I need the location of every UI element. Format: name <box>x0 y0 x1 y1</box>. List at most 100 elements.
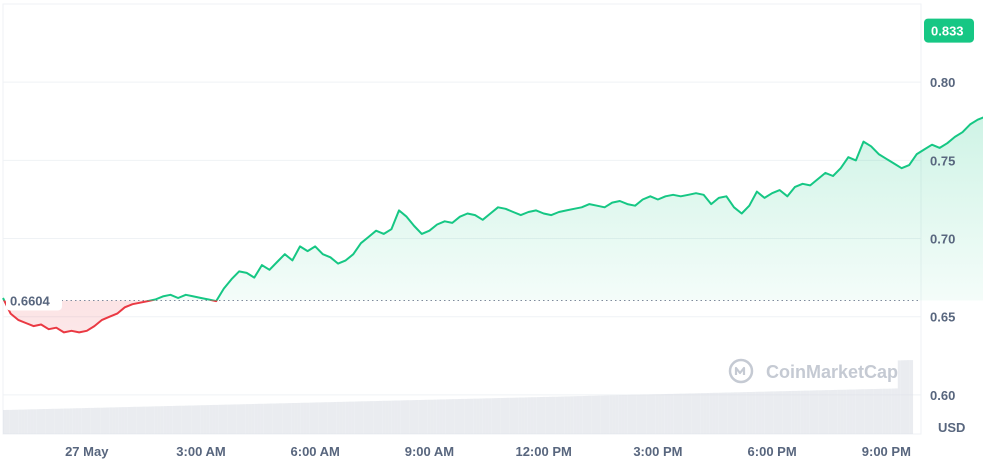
volume-bar <box>579 396 583 434</box>
volume-bar <box>585 395 589 434</box>
volume-bar <box>900 360 904 434</box>
volume-bar <box>640 394 644 434</box>
volume-bar <box>360 401 364 434</box>
volume-bar <box>57 408 61 434</box>
volume-bar <box>788 391 792 434</box>
volume-bar <box>637 394 641 434</box>
volume-bar <box>464 398 468 434</box>
watermark: CoinMarketCap <box>728 358 898 384</box>
volume-bar <box>370 401 374 434</box>
volume-bar <box>588 395 592 434</box>
volume-bar <box>109 407 113 434</box>
volume-bar <box>897 360 901 434</box>
volume-bar <box>485 398 489 434</box>
volume-bar <box>351 401 355 434</box>
open-price-value: 0.6604 <box>10 293 51 308</box>
volume-bar <box>269 403 273 434</box>
volume-bar <box>828 390 832 434</box>
volume-bar <box>885 388 889 434</box>
volume-bar <box>679 393 683 434</box>
y-axis: 0.60 0.65 0.70 0.75 0.80 <box>930 75 955 403</box>
volume-bar <box>582 396 586 434</box>
volume-bar <box>473 398 477 434</box>
volume-bar <box>621 395 625 434</box>
open-price-label: 0.6604 <box>6 291 62 311</box>
volume-bar <box>12 409 16 434</box>
volume-bar <box>812 390 816 434</box>
volume-bar <box>276 403 280 434</box>
volume-bar <box>491 398 495 434</box>
volume-bar <box>455 399 459 434</box>
volume-bar <box>882 388 886 434</box>
volume-bar <box>442 399 446 434</box>
volume-bar <box>843 389 847 434</box>
volume-bar <box>291 403 295 434</box>
volume-bar <box>667 393 671 434</box>
volume-bar <box>182 405 186 434</box>
volume-bar <box>139 406 143 434</box>
volume-bar <box>63 408 67 434</box>
volume-bar <box>163 406 167 434</box>
volume-bar <box>779 391 783 434</box>
volume-bar <box>903 360 907 434</box>
volume-bar <box>54 408 58 434</box>
volume-bar <box>342 401 346 434</box>
volume-bar <box>324 402 328 434</box>
volume-bar <box>646 394 650 434</box>
currency-unit: USD <box>938 420 965 435</box>
volume-bar <box>300 402 304 434</box>
volume-bar <box>166 406 170 434</box>
volume-bar <box>94 407 98 434</box>
volume-bar <box>764 391 768 434</box>
volume-bar <box>3 410 7 434</box>
volume-bar <box>794 390 798 434</box>
current-price-badge: 0.833 <box>924 18 974 43</box>
volume-bar <box>658 394 662 434</box>
volume-bar <box>345 401 349 434</box>
volume-bar <box>746 392 750 434</box>
volume-bar <box>819 390 823 434</box>
volume-bar <box>612 395 616 434</box>
volume-bar <box>266 403 270 434</box>
volume-bar <box>81 408 85 434</box>
volume-bar <box>106 407 110 434</box>
volume-bar <box>448 399 452 434</box>
volume-bar <box>837 389 841 434</box>
x-tick-label: 6:00 PM <box>748 444 797 459</box>
volume-bar <box>430 399 434 434</box>
volume-bar <box>145 406 149 434</box>
volume-bar <box>570 396 574 434</box>
volume-bar <box>497 398 501 434</box>
volume-bar <box>758 391 762 434</box>
volume-bar <box>700 393 704 434</box>
volume-bar <box>728 392 732 434</box>
volume-bar <box>655 394 659 434</box>
volume-bar <box>175 405 179 434</box>
volume-bar <box>749 392 753 434</box>
volume-bar <box>715 392 719 434</box>
volume-bar <box>433 399 437 434</box>
volume-bar <box>806 390 810 434</box>
volume-bar <box>743 392 747 434</box>
volume-bar <box>260 403 264 434</box>
volume-bar <box>215 404 219 434</box>
volume-bar <box>815 390 819 434</box>
volume-bar <box>87 407 91 434</box>
volume-bar <box>858 389 862 434</box>
volume-bar <box>633 394 637 434</box>
volume-bar <box>78 408 82 434</box>
volume-bar <box>172 405 176 434</box>
volume-bar <box>718 392 722 434</box>
volume-bar <box>503 397 507 434</box>
volume-bar <box>624 395 628 434</box>
volume-bar <box>36 409 40 434</box>
volume-bar <box>864 389 868 434</box>
volume-bar <box>500 398 504 434</box>
volume-bar <box>609 395 613 434</box>
volume-bar <box>273 403 277 434</box>
y-tick-label: 0.65 <box>930 310 955 325</box>
volume-bar <box>42 409 46 434</box>
volume-bar <box>185 405 189 434</box>
volume-bar <box>236 404 240 434</box>
volume-bar <box>664 394 668 434</box>
